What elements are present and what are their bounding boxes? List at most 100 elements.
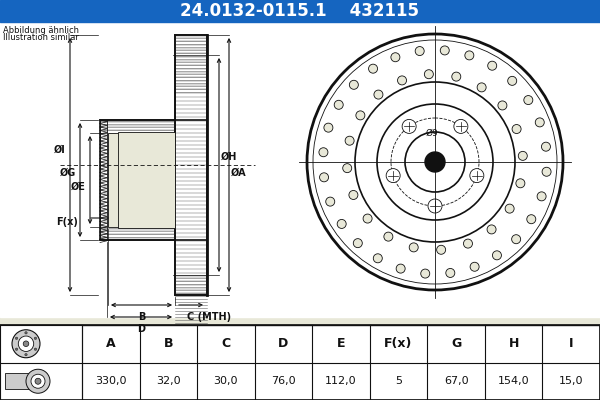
Text: 24.0132-0115.1    432115: 24.0132-0115.1 432115	[181, 2, 419, 20]
Circle shape	[326, 197, 335, 206]
Text: 67,0: 67,0	[444, 376, 469, 386]
Circle shape	[35, 378, 41, 384]
Circle shape	[402, 120, 416, 134]
Circle shape	[373, 254, 382, 263]
Text: C: C	[221, 337, 230, 350]
Text: A: A	[106, 337, 116, 350]
Text: B: B	[164, 337, 173, 350]
Text: 154,0: 154,0	[498, 376, 529, 386]
Circle shape	[425, 152, 445, 172]
Circle shape	[470, 168, 484, 182]
Circle shape	[415, 46, 424, 56]
Circle shape	[477, 83, 486, 92]
Text: 76,0: 76,0	[271, 376, 296, 386]
Circle shape	[428, 199, 442, 213]
Bar	[5, 373, 30, 389]
Circle shape	[465, 51, 474, 60]
Text: ØI: ØI	[54, 145, 66, 155]
Circle shape	[463, 239, 472, 248]
Circle shape	[541, 142, 550, 151]
Circle shape	[505, 204, 514, 213]
Circle shape	[518, 151, 527, 160]
Text: G: G	[451, 337, 461, 350]
Text: D: D	[278, 337, 289, 350]
Circle shape	[34, 348, 37, 350]
Circle shape	[508, 76, 517, 85]
Text: ØH: ØH	[221, 152, 238, 162]
Circle shape	[334, 100, 343, 109]
Text: Ø9: Ø9	[426, 128, 439, 137]
Circle shape	[319, 148, 328, 157]
Bar	[0, 22, 290, 317]
Circle shape	[537, 192, 546, 201]
Circle shape	[498, 101, 507, 110]
Bar	[0, 325, 600, 400]
Bar	[118, 132, 175, 228]
Text: 112,0: 112,0	[325, 376, 357, 386]
Circle shape	[368, 64, 377, 73]
Circle shape	[516, 179, 525, 188]
Circle shape	[16, 337, 18, 340]
Circle shape	[440, 46, 449, 55]
Text: 30,0: 30,0	[214, 376, 238, 386]
Circle shape	[512, 235, 521, 244]
Circle shape	[437, 245, 446, 254]
Bar	[0, 325, 600, 400]
Circle shape	[452, 72, 461, 81]
Text: 330,0: 330,0	[95, 376, 127, 386]
Text: E: E	[337, 337, 345, 350]
Text: I: I	[569, 337, 574, 350]
Text: B: B	[138, 312, 145, 322]
Text: D: D	[137, 324, 145, 334]
Text: ØG: ØG	[60, 168, 76, 178]
Circle shape	[356, 111, 365, 120]
Circle shape	[337, 220, 346, 228]
Circle shape	[446, 268, 455, 278]
Circle shape	[345, 136, 354, 145]
Circle shape	[25, 354, 27, 356]
Circle shape	[454, 120, 468, 134]
Circle shape	[18, 336, 34, 352]
Bar	[100, 120, 175, 240]
Circle shape	[398, 76, 407, 85]
Text: Illustration similar: Illustration similar	[3, 33, 79, 42]
Circle shape	[527, 215, 536, 224]
Circle shape	[349, 80, 358, 89]
Circle shape	[391, 53, 400, 62]
Circle shape	[320, 173, 329, 182]
Circle shape	[353, 239, 362, 248]
Bar	[175, 35, 207, 295]
Circle shape	[25, 332, 27, 334]
Circle shape	[421, 269, 430, 278]
Circle shape	[16, 348, 18, 350]
Circle shape	[34, 337, 37, 340]
Circle shape	[23, 341, 29, 346]
Text: C (MTH): C (MTH)	[187, 312, 231, 322]
Circle shape	[542, 167, 551, 176]
Circle shape	[524, 96, 533, 104]
Text: H: H	[508, 337, 519, 350]
Bar	[0, 0, 600, 22]
Circle shape	[384, 232, 393, 241]
Circle shape	[493, 251, 502, 260]
Circle shape	[409, 243, 418, 252]
Text: ØE: ØE	[71, 182, 86, 192]
Circle shape	[487, 225, 496, 234]
Circle shape	[386, 168, 400, 182]
Circle shape	[12, 330, 40, 358]
Text: ØA: ØA	[231, 168, 247, 178]
Text: 5: 5	[395, 376, 402, 386]
Text: 15,0: 15,0	[559, 376, 583, 386]
Text: F(x): F(x)	[385, 337, 413, 350]
Circle shape	[26, 369, 50, 393]
Bar	[290, 22, 600, 317]
Circle shape	[512, 124, 521, 134]
Circle shape	[377, 104, 493, 220]
Text: F(x): F(x)	[56, 217, 78, 227]
Circle shape	[363, 214, 372, 223]
Circle shape	[396, 264, 405, 273]
Circle shape	[349, 190, 358, 200]
Bar	[0, 325, 82, 400]
Circle shape	[324, 123, 333, 132]
Circle shape	[405, 132, 465, 192]
